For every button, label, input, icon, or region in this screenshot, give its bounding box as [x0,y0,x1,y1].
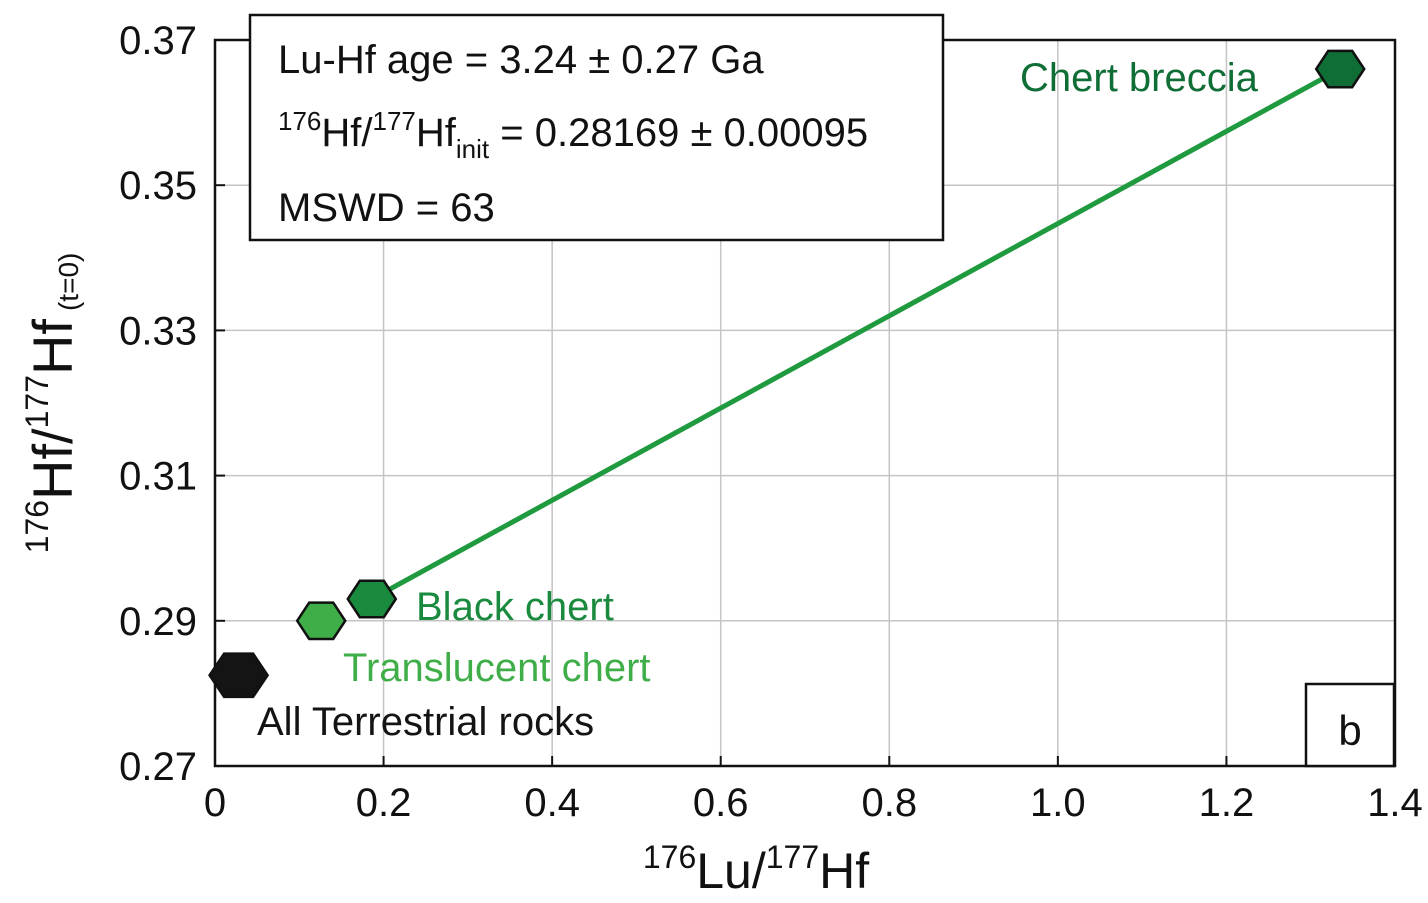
x-tick-label: 1.2 [1199,781,1255,825]
data-point-chert-breccia [1314,49,1366,89]
x-tick-label: 0.2 [356,781,412,825]
y-tick-label: 0.37 [119,19,197,63]
y-axis-title: 176Hf/177Hf(t=0) [19,253,84,554]
label-all-terrestrial-rocks: All Terrestrial rocks [257,700,594,744]
x-tick-label: 0 [204,781,226,825]
data-point-translucent-chert [295,601,347,641]
x-tick-label: 0.8 [861,781,917,825]
data-point-all-terrestrial-rocks [208,652,270,699]
panel-label-box [1304,682,1396,768]
isochron-line [370,66,1342,602]
x-tick-label: 0.6 [693,781,749,825]
data-points [208,49,1366,699]
x-tick-label: 0.4 [524,781,580,825]
panel-label: b [1338,707,1361,754]
y-tick-label: 0.27 [119,745,197,789]
x-axis-ticks: 0 0.2 0.4 0.6 0.8 1.0 1.2 1.4 [204,756,1423,825]
stats-box [248,13,945,242]
x-tick-label: 1.4 [1367,781,1423,825]
y-tick-label: 0.35 [119,164,197,208]
label-chert-breccia: Chert breccia [1020,56,1259,100]
label-black-chert: Black chert [416,585,614,629]
x-tick-label: 1.0 [1030,781,1086,825]
stats-age: Lu-Hf age = 3.24 ± 0.27 Ga [278,38,764,82]
stats-mswd: MSWD = 63 [278,186,495,230]
data-point-black-chert [346,579,398,619]
y-tick-label: 0.31 [119,455,197,499]
y-tick-label: 0.29 [119,600,197,644]
stats-initial-ratio: 176Hf/177Hfinit = 0.28169 ± 0.00095 [278,106,868,164]
x-axis-title: 176Lu/177Hf [643,839,869,899]
y-axis-ticks: 0.27 0.29 0.31 0.33 0.35 0.37 [119,19,225,789]
y-tick-label: 0.33 [119,309,197,353]
label-translucent-chert: Translucent chert [343,646,651,690]
